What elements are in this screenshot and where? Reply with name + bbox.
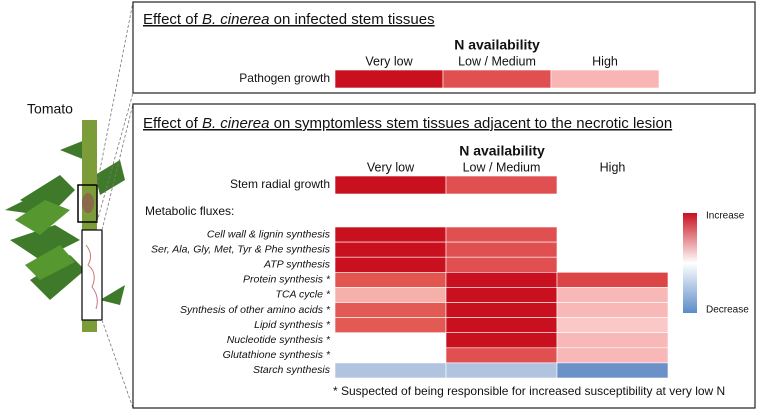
flux-label: Synthesis of other amino acids * bbox=[180, 304, 331, 316]
plant-illustration bbox=[5, 1, 134, 409]
column-label: Very low bbox=[367, 160, 415, 174]
heat-cell bbox=[445, 271, 558, 288]
title-part: B. cinerea bbox=[202, 115, 270, 132]
column-label: Very low bbox=[365, 54, 413, 68]
row-label: Pathogen growth bbox=[239, 71, 330, 85]
column-label: High bbox=[592, 54, 618, 68]
heat-cell bbox=[334, 271, 447, 288]
flux-label: Lipid synthesis * bbox=[254, 319, 331, 331]
heat-cell bbox=[556, 302, 669, 318]
heat-cell bbox=[445, 241, 558, 258]
plant-label: Tomato bbox=[27, 101, 73, 117]
heat-cell bbox=[556, 271, 669, 288]
heat-cell bbox=[445, 317, 558, 334]
legend-high: Increase bbox=[706, 211, 745, 222]
heat-cell bbox=[334, 226, 447, 243]
flux-label: Glutathione synthesis * bbox=[223, 349, 331, 361]
heat-cell bbox=[445, 302, 558, 318]
heat-cell bbox=[445, 256, 558, 273]
title-part: on infected stem tissues bbox=[269, 11, 434, 28]
heat-cell bbox=[334, 241, 447, 258]
heat-cell bbox=[442, 69, 552, 89]
heat-cell bbox=[556, 287, 669, 303]
heat-cell bbox=[334, 362, 447, 379]
column-label: Low / Medium bbox=[463, 160, 541, 174]
heat-cell bbox=[556, 347, 669, 364]
footnote: * Suspected of being responsible for inc… bbox=[333, 384, 725, 398]
flux-label: Starch synthesis bbox=[253, 364, 331, 376]
flux-label: Nucleotide synthesis * bbox=[227, 334, 331, 346]
flux-label: Protein synthesis * bbox=[243, 274, 331, 286]
heat-cell bbox=[334, 302, 447, 318]
flux-label: ATP synthesis bbox=[263, 259, 331, 271]
section-label: Metabolic fluxes: bbox=[145, 204, 234, 218]
heat-cell bbox=[445, 287, 558, 303]
heat-cell bbox=[334, 175, 447, 195]
axis-title: N availability bbox=[454, 37, 540, 53]
heat-cell bbox=[445, 175, 558, 195]
title-part: B. cinerea bbox=[202, 11, 270, 28]
heat-cell bbox=[445, 332, 558, 349]
heat-cell bbox=[334, 317, 447, 334]
column-label: High bbox=[600, 160, 626, 174]
heat-cell bbox=[445, 362, 558, 379]
heat-cell bbox=[556, 317, 669, 334]
flux-label: Ser, Ala, Gly, Met, Tyr & Phe synthesis bbox=[151, 243, 331, 255]
heat-cell bbox=[334, 256, 447, 273]
column-label: Low / Medium bbox=[458, 54, 536, 68]
heat-cell bbox=[556, 362, 669, 379]
row-label: Stem radial growth bbox=[230, 177, 330, 191]
top-title: Effect of B. cinerea on infected stem ti… bbox=[143, 11, 435, 28]
flux-label: TCA cycle * bbox=[276, 289, 331, 301]
heat-cell bbox=[334, 287, 447, 303]
heat-cell bbox=[445, 347, 558, 364]
axis-title: N availability bbox=[459, 143, 545, 159]
heat-cell bbox=[445, 226, 558, 243]
title-part: Effect of bbox=[143, 11, 202, 28]
heat-cell bbox=[550, 69, 660, 89]
title-part: on symptomless stem tissues adjacent to … bbox=[269, 115, 672, 132]
legend-gradient bbox=[683, 213, 697, 313]
flux-label: Cell wall & lignin synthesis bbox=[207, 228, 331, 240]
heat-cell bbox=[556, 332, 669, 349]
title-part: Effect of bbox=[143, 115, 202, 132]
legend-low: Decrease bbox=[706, 305, 749, 316]
bottom-title: Effect of B. cinerea on symptomless stem… bbox=[143, 115, 672, 132]
heat-cell bbox=[334, 69, 444, 89]
